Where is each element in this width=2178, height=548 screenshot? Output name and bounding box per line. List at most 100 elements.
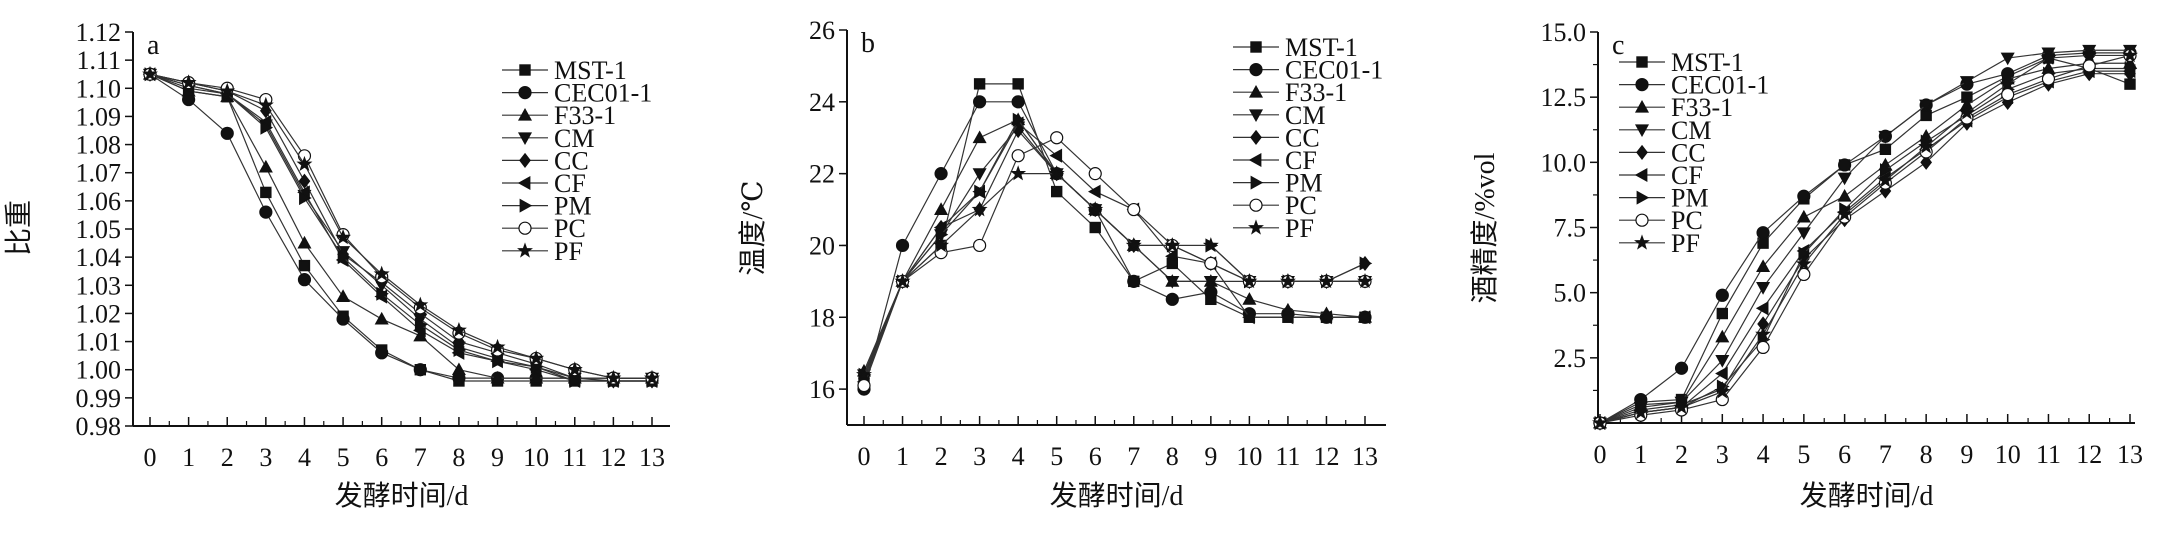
data-point — [1241, 272, 1258, 289]
y-tick-label: 1.00 — [76, 356, 122, 385]
y-tick-label: 20 — [809, 231, 835, 260]
data-point — [934, 167, 948, 181]
data-point — [337, 250, 351, 265]
legend-marker — [518, 221, 532, 235]
x-tick-label: 3 — [259, 443, 272, 472]
data-point — [260, 186, 272, 199]
y-tick-label: 5.0 — [1554, 279, 1587, 308]
legend-marker — [1248, 152, 1262, 168]
panel-c: 0 1 2 3 4 5 6 7 8 9 10 11 12 132.55.07.510.012.515.0 c… — [1469, 18, 2143, 512]
data-point — [1674, 361, 1689, 375]
x-tick-label: 4 — [1012, 442, 1025, 471]
data-point — [1089, 221, 1101, 234]
data-point — [1359, 256, 1373, 271]
x-tick-label: 6 — [1089, 442, 1102, 471]
data-point — [492, 354, 505, 369]
legend-label: CF — [1285, 146, 1317, 175]
legend-item: PC — [1233, 191, 1317, 220]
data-point — [1837, 172, 1852, 186]
legend-item: PF — [502, 237, 583, 266]
data-point — [142, 65, 158, 81]
data-point — [1127, 202, 1141, 217]
data-point — [2081, 47, 2098, 63]
data-point — [2041, 72, 2056, 86]
data-point — [1836, 206, 1853, 222]
data-point — [644, 369, 660, 385]
legend-marker — [518, 85, 532, 100]
legend-item: PF — [1619, 229, 1700, 258]
data-point — [335, 229, 352, 245]
data-point — [973, 95, 987, 109]
series-line — [1599, 49, 2130, 424]
panel-label: c — [1612, 30, 1624, 61]
data-point — [1088, 167, 1102, 181]
x-tick-label: 9 — [491, 443, 504, 472]
data-point — [973, 78, 986, 90]
data-point — [1202, 237, 1219, 253]
data-point — [180, 74, 197, 90]
data-point — [1203, 275, 1218, 289]
legend-label: PC — [1285, 191, 1317, 220]
series-line — [1599, 54, 2131, 424]
y-tick-label: 12.5 — [1541, 83, 1587, 112]
data-point — [1165, 292, 1179, 306]
data-point — [374, 311, 389, 325]
data-point — [1592, 414, 1608, 430]
series-line — [149, 73, 652, 382]
legend-item: MST-1 — [1233, 33, 1358, 62]
data-point — [1796, 227, 1811, 240]
legend-label: MST-1 — [1671, 48, 1744, 77]
legend-marker — [1250, 175, 1264, 190]
y-tick-label: 1.03 — [76, 271, 122, 300]
y-tick-label: 1.06 — [76, 187, 122, 216]
data-point — [1838, 158, 1852, 172]
data-point — [1798, 246, 1812, 261]
legend-marker — [1634, 124, 1650, 138]
y-tick-label: 15.0 — [1541, 18, 1587, 47]
legend-marker — [1248, 219, 1264, 235]
y-tick-label: 18 — [809, 303, 835, 332]
data-point — [1958, 104, 1975, 120]
legend-item: PM — [502, 192, 592, 221]
legend-item: PF — [1233, 214, 1314, 243]
legend-item: CC — [1619, 138, 1706, 167]
data-point — [450, 321, 467, 338]
y-tick-label: 1.10 — [76, 74, 122, 103]
legend-label: F33-1 — [1671, 93, 1733, 122]
legend-label: PM — [1285, 169, 1323, 198]
panel-label: b — [861, 28, 875, 59]
data-point — [1280, 310, 1294, 325]
data-point — [528, 350, 545, 366]
legend-item: PM — [1619, 184, 1709, 213]
data-point — [1959, 76, 1974, 89]
data-point — [451, 362, 466, 376]
data-point — [2122, 47, 2138, 63]
y-tick-label: 1.02 — [76, 299, 122, 328]
legend-marker — [517, 132, 533, 146]
series-PF — [142, 65, 660, 385]
legend-marker — [1634, 167, 1648, 183]
x-tick-label: 8 — [1166, 442, 1179, 471]
x-tick-label: 8 — [1920, 440, 1933, 469]
y-tick-label: 0.99 — [76, 384, 122, 413]
legend-label: F33-1 — [554, 101, 616, 130]
data-point — [375, 346, 389, 360]
legend-item: CF — [502, 169, 586, 198]
data-point — [259, 205, 273, 219]
y-tick-label: 1.08 — [76, 131, 122, 160]
data-point — [605, 369, 622, 385]
data-point — [972, 168, 987, 181]
x-tick-label: 2 — [1675, 440, 1688, 469]
data-point — [1878, 130, 1893, 144]
x-tick-label: 0 — [144, 443, 157, 472]
x-tick-label: 9 — [1204, 442, 1217, 471]
legend-label: CC — [1285, 123, 1320, 152]
data-point — [1999, 75, 2016, 91]
x-tick-label: 13 — [1352, 442, 1378, 471]
x-tick-label: 13 — [639, 443, 665, 472]
legend-item: F33-1 — [502, 101, 616, 130]
data-point — [1795, 255, 1812, 271]
legend-marker — [1248, 109, 1264, 123]
data-point — [1715, 329, 1730, 343]
y-tick-label: 1.09 — [76, 102, 122, 131]
